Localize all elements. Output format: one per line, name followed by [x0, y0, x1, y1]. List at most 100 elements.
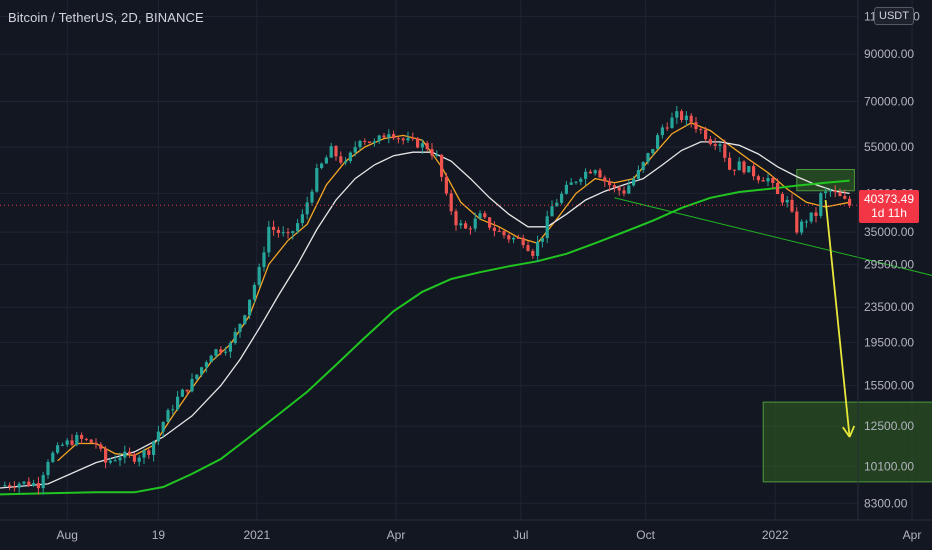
candle-body [593, 170, 597, 174]
candle-body [363, 140, 367, 142]
candle-body [454, 211, 458, 226]
candle-body [536, 241, 540, 256]
candle-body [219, 349, 223, 353]
candle-body [603, 177, 607, 182]
y-tick-label: 90000.00 [864, 47, 914, 61]
candle-body [756, 176, 760, 181]
candle-body [521, 237, 525, 246]
candle-body [17, 483, 21, 488]
candle-body [718, 144, 722, 146]
candle-body [728, 157, 732, 170]
candle-body [569, 182, 573, 185]
candle-body [516, 237, 520, 239]
candle-body [617, 187, 621, 191]
candle-body [27, 481, 31, 486]
candle-body [387, 134, 391, 138]
candle-body [204, 362, 208, 368]
candle-body [281, 232, 285, 234]
x-tick-label: Aug [57, 528, 78, 542]
candle-body [420, 143, 424, 148]
candle-body [180, 389, 184, 397]
candle-body [147, 450, 151, 455]
candle-body [540, 238, 544, 242]
candle-body [32, 483, 36, 486]
candle-body [555, 202, 559, 207]
candle-body [689, 115, 693, 123]
candle-body [497, 230, 501, 232]
candle-body [785, 199, 789, 203]
candle-body [819, 193, 823, 216]
candle-body [651, 149, 655, 154]
candle-body [262, 252, 266, 268]
candle-body [41, 475, 45, 489]
candle-body [161, 421, 165, 432]
y-tick-label: 29500.00 [864, 257, 914, 271]
y-tick-label: 55000.00 [864, 140, 914, 154]
candle-body [75, 435, 79, 445]
candle-body [742, 161, 746, 173]
candle-body [608, 181, 612, 186]
candle-body [636, 170, 640, 179]
candle-body [545, 216, 549, 239]
currency-button[interactable]: USDT [874, 7, 914, 25]
candle-body [3, 485, 7, 487]
candle-body [252, 284, 256, 300]
candle-body [646, 153, 650, 162]
candle-body [723, 144, 727, 158]
candle-body [118, 457, 122, 461]
candle-body [507, 235, 511, 240]
candle-body [665, 127, 669, 129]
candle-body [564, 184, 568, 194]
candle-body [440, 154, 444, 177]
candle-body [224, 351, 228, 353]
candle-body [732, 169, 736, 171]
candle-body [694, 122, 698, 130]
candle-body [771, 178, 775, 183]
candle-body [276, 229, 280, 233]
candle-body [315, 168, 319, 192]
candle-body [156, 431, 160, 442]
candle-body [713, 144, 717, 146]
candle-body [310, 191, 314, 203]
candle-body [464, 223, 468, 229]
candle-body [737, 161, 741, 171]
candle-body [209, 355, 213, 363]
candle-body [320, 163, 324, 169]
arrow-head [842, 426, 851, 438]
candle-body [747, 166, 751, 173]
y-tick-label: 19500.00 [864, 335, 914, 349]
candle-body [104, 448, 108, 463]
candle-body [776, 182, 780, 195]
x-axis: Aug 19 2021 Apr Jul Oct 2022 Apr [0, 519, 932, 542]
y-tick-label: 15500.00 [864, 379, 914, 393]
moving-averages [0, 122, 850, 496]
candle-body [324, 157, 328, 164]
candle-body [622, 190, 626, 194]
candle-body [243, 315, 247, 324]
candle-body [612, 185, 616, 188]
candle-body [22, 481, 26, 484]
candle-body [699, 129, 703, 131]
candle-body [368, 141, 372, 143]
candle-body [94, 442, 98, 445]
candle-body [353, 147, 357, 153]
candle-body [800, 221, 804, 233]
candle-body [128, 451, 132, 455]
candles [3, 105, 852, 495]
candle-body [214, 349, 218, 356]
candle-body [766, 178, 770, 182]
candle-body [656, 135, 660, 150]
candle-body [80, 435, 84, 439]
candle-body [267, 226, 271, 253]
candle-body [588, 171, 592, 174]
candle-body [406, 137, 410, 141]
candle-body [334, 146, 338, 157]
y-tick-label: 23500.00 [864, 300, 914, 314]
candle-body [233, 331, 237, 344]
candle-body [488, 217, 492, 228]
candle-body [329, 146, 333, 158]
candle-body [752, 166, 756, 177]
candle-body [512, 237, 516, 240]
candle-body [195, 374, 199, 379]
